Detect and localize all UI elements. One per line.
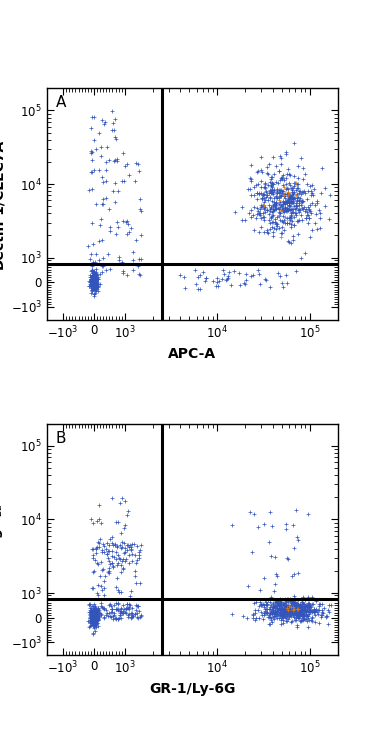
X-axis label: APC-A: APC-A [168, 347, 216, 361]
Y-axis label: Dectin-1/CLEC7A: Dectin-1/CLEC7A [0, 139, 5, 269]
Y-axis label: Rat IgG$_{2a}$: Rat IgG$_{2a}$ [0, 503, 5, 576]
Text: B: B [56, 431, 66, 446]
X-axis label: GR-1/Ly-6G: GR-1/Ly-6G [149, 682, 236, 696]
Text: A: A [56, 95, 66, 110]
